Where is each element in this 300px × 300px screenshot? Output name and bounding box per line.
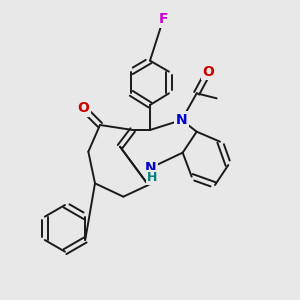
Text: N: N xyxy=(176,113,188,127)
Text: H: H xyxy=(147,171,157,184)
Text: O: O xyxy=(77,101,89,115)
Text: O: O xyxy=(202,65,214,79)
Text: N: N xyxy=(145,161,157,175)
Text: F: F xyxy=(159,12,168,26)
